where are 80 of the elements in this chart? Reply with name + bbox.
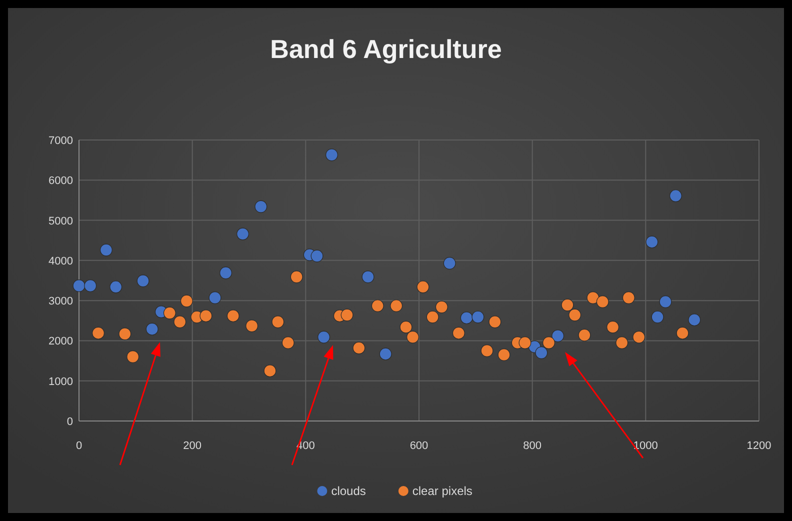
point (426, 310, 439, 324)
x-tick-label: 600 (410, 440, 428, 452)
point (220, 266, 232, 280)
legend-label: clear pixels (412, 484, 472, 498)
point (480, 344, 494, 357)
point (326, 148, 338, 162)
point (616, 336, 628, 349)
point (443, 257, 456, 270)
point (390, 300, 403, 312)
y-tick-label: 1000 (48, 376, 73, 388)
x-tick-label: 1000 (633, 440, 658, 452)
point (84, 280, 97, 292)
point (200, 310, 212, 322)
point (272, 316, 284, 328)
point (236, 228, 249, 240)
point (435, 300, 448, 314)
point (659, 296, 672, 308)
point (146, 322, 158, 336)
point (246, 320, 258, 332)
point (72, 280, 86, 292)
point (488, 316, 502, 328)
point (460, 312, 473, 324)
point (318, 330, 330, 344)
point (498, 348, 510, 361)
point (542, 336, 555, 349)
point (136, 274, 150, 288)
y-tick-label: 2000 (48, 336, 73, 348)
y-tick-label: 7000 (48, 135, 73, 147)
point (92, 326, 104, 340)
point (586, 292, 600, 304)
chart-title: Band 6 Agriculture (270, 34, 502, 64)
point (180, 294, 193, 308)
point (568, 308, 582, 322)
point (406, 330, 419, 344)
x-tick-label: 1200 (746, 440, 772, 452)
point (118, 328, 132, 340)
point (352, 342, 366, 354)
y-tick-label: 4000 (48, 255, 73, 268)
point (379, 348, 392, 360)
point (226, 310, 240, 322)
point (126, 350, 140, 363)
point (651, 310, 664, 324)
point (163, 306, 176, 320)
legend-label: clouds (331, 484, 366, 498)
y-tick-label: 5000 (48, 215, 73, 228)
point (676, 326, 689, 340)
point (310, 250, 324, 262)
point (596, 296, 609, 308)
x-tick-label: 0 (76, 440, 82, 452)
point (110, 280, 122, 294)
y-tick-label: 6000 (48, 175, 73, 188)
point (472, 310, 484, 324)
point (282, 336, 294, 349)
point (290, 270, 303, 284)
point (606, 320, 620, 334)
point (400, 320, 412, 334)
point (254, 200, 268, 213)
point (688, 314, 701, 326)
x-tick-label: 800 (523, 440, 542, 452)
point (452, 326, 465, 340)
point (264, 364, 276, 378)
point (669, 190, 682, 202)
point (561, 298, 574, 312)
point (362, 270, 374, 284)
y-tick-label: 3000 (48, 296, 73, 308)
point (416, 280, 430, 294)
x-tick-label: 200 (183, 440, 202, 452)
point (100, 244, 112, 256)
point (340, 308, 354, 322)
point (371, 300, 384, 312)
point (208, 292, 222, 304)
point (646, 236, 658, 248)
point (622, 292, 635, 304)
point (578, 328, 591, 342)
point (518, 336, 532, 349)
y-tick-label: 0 (66, 416, 73, 428)
point (552, 330, 564, 342)
point (174, 316, 186, 328)
point (632, 330, 646, 344)
point (535, 346, 548, 359)
